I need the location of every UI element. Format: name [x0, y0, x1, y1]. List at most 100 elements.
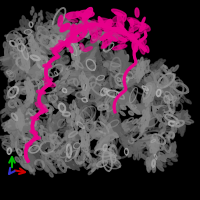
- Ellipse shape: [88, 89, 93, 93]
- Ellipse shape: [42, 64, 46, 69]
- Ellipse shape: [81, 22, 93, 30]
- Ellipse shape: [113, 79, 120, 84]
- Ellipse shape: [184, 98, 189, 103]
- Ellipse shape: [42, 34, 46, 36]
- Ellipse shape: [101, 149, 103, 154]
- Ellipse shape: [183, 117, 185, 119]
- Ellipse shape: [129, 66, 135, 69]
- Ellipse shape: [99, 70, 103, 72]
- Ellipse shape: [88, 73, 90, 76]
- Ellipse shape: [98, 157, 104, 162]
- Ellipse shape: [30, 162, 34, 168]
- Ellipse shape: [29, 167, 32, 171]
- Ellipse shape: [114, 120, 117, 124]
- Ellipse shape: [104, 147, 106, 152]
- Ellipse shape: [58, 15, 63, 26]
- Ellipse shape: [68, 65, 73, 71]
- Ellipse shape: [170, 85, 176, 90]
- Ellipse shape: [78, 159, 80, 163]
- Ellipse shape: [40, 30, 42, 33]
- Ellipse shape: [133, 105, 140, 108]
- Ellipse shape: [45, 45, 51, 50]
- Ellipse shape: [74, 27, 77, 33]
- Ellipse shape: [47, 135, 51, 143]
- Ellipse shape: [147, 115, 150, 121]
- Ellipse shape: [117, 92, 119, 95]
- Ellipse shape: [147, 90, 150, 97]
- Ellipse shape: [91, 86, 93, 91]
- Ellipse shape: [100, 103, 103, 105]
- Ellipse shape: [169, 150, 175, 155]
- Ellipse shape: [59, 56, 62, 59]
- Ellipse shape: [26, 164, 28, 167]
- Ellipse shape: [55, 24, 60, 29]
- Ellipse shape: [62, 85, 71, 89]
- Ellipse shape: [122, 98, 128, 103]
- Ellipse shape: [49, 133, 51, 136]
- Ellipse shape: [118, 61, 121, 68]
- Ellipse shape: [76, 28, 81, 34]
- Ellipse shape: [0, 136, 6, 139]
- Ellipse shape: [99, 56, 101, 60]
- Ellipse shape: [103, 146, 105, 151]
- Ellipse shape: [73, 64, 77, 67]
- Ellipse shape: [107, 130, 109, 135]
- Ellipse shape: [52, 134, 55, 137]
- Ellipse shape: [119, 138, 123, 144]
- Ellipse shape: [27, 100, 31, 106]
- Ellipse shape: [99, 66, 102, 71]
- Ellipse shape: [30, 121, 32, 126]
- Ellipse shape: [60, 92, 63, 94]
- Ellipse shape: [10, 51, 14, 59]
- Ellipse shape: [93, 37, 95, 41]
- Ellipse shape: [82, 127, 85, 135]
- Ellipse shape: [77, 56, 81, 66]
- Ellipse shape: [27, 95, 30, 100]
- Ellipse shape: [93, 23, 100, 28]
- Ellipse shape: [66, 12, 80, 18]
- Ellipse shape: [26, 126, 32, 129]
- Ellipse shape: [52, 33, 58, 38]
- Ellipse shape: [15, 67, 18, 69]
- Ellipse shape: [162, 86, 168, 89]
- Ellipse shape: [41, 22, 42, 26]
- Ellipse shape: [91, 74, 97, 77]
- Ellipse shape: [119, 41, 125, 49]
- Ellipse shape: [60, 94, 63, 97]
- Ellipse shape: [119, 68, 124, 70]
- Ellipse shape: [35, 30, 41, 33]
- Ellipse shape: [106, 88, 110, 93]
- Ellipse shape: [28, 121, 31, 127]
- Ellipse shape: [64, 90, 70, 93]
- Ellipse shape: [31, 123, 40, 128]
- Ellipse shape: [103, 96, 109, 99]
- Ellipse shape: [106, 129, 109, 134]
- Ellipse shape: [82, 117, 84, 122]
- Ellipse shape: [68, 29, 73, 35]
- Ellipse shape: [114, 25, 124, 37]
- Ellipse shape: [148, 112, 153, 118]
- Ellipse shape: [18, 81, 20, 85]
- Ellipse shape: [53, 116, 60, 119]
- Ellipse shape: [24, 106, 28, 113]
- Ellipse shape: [14, 66, 18, 71]
- Ellipse shape: [103, 154, 106, 157]
- Ellipse shape: [158, 159, 162, 162]
- Ellipse shape: [32, 124, 35, 130]
- Ellipse shape: [142, 70, 150, 73]
- Ellipse shape: [63, 107, 70, 115]
- Ellipse shape: [53, 142, 59, 149]
- Ellipse shape: [66, 134, 74, 137]
- Ellipse shape: [42, 136, 46, 141]
- Ellipse shape: [10, 138, 17, 141]
- Ellipse shape: [93, 158, 97, 163]
- Ellipse shape: [144, 123, 147, 127]
- Ellipse shape: [117, 131, 124, 136]
- Ellipse shape: [156, 95, 159, 100]
- Ellipse shape: [121, 58, 128, 64]
- Ellipse shape: [24, 53, 29, 61]
- Ellipse shape: [65, 150, 72, 153]
- Ellipse shape: [61, 63, 65, 68]
- Ellipse shape: [63, 56, 68, 59]
- Ellipse shape: [165, 108, 168, 111]
